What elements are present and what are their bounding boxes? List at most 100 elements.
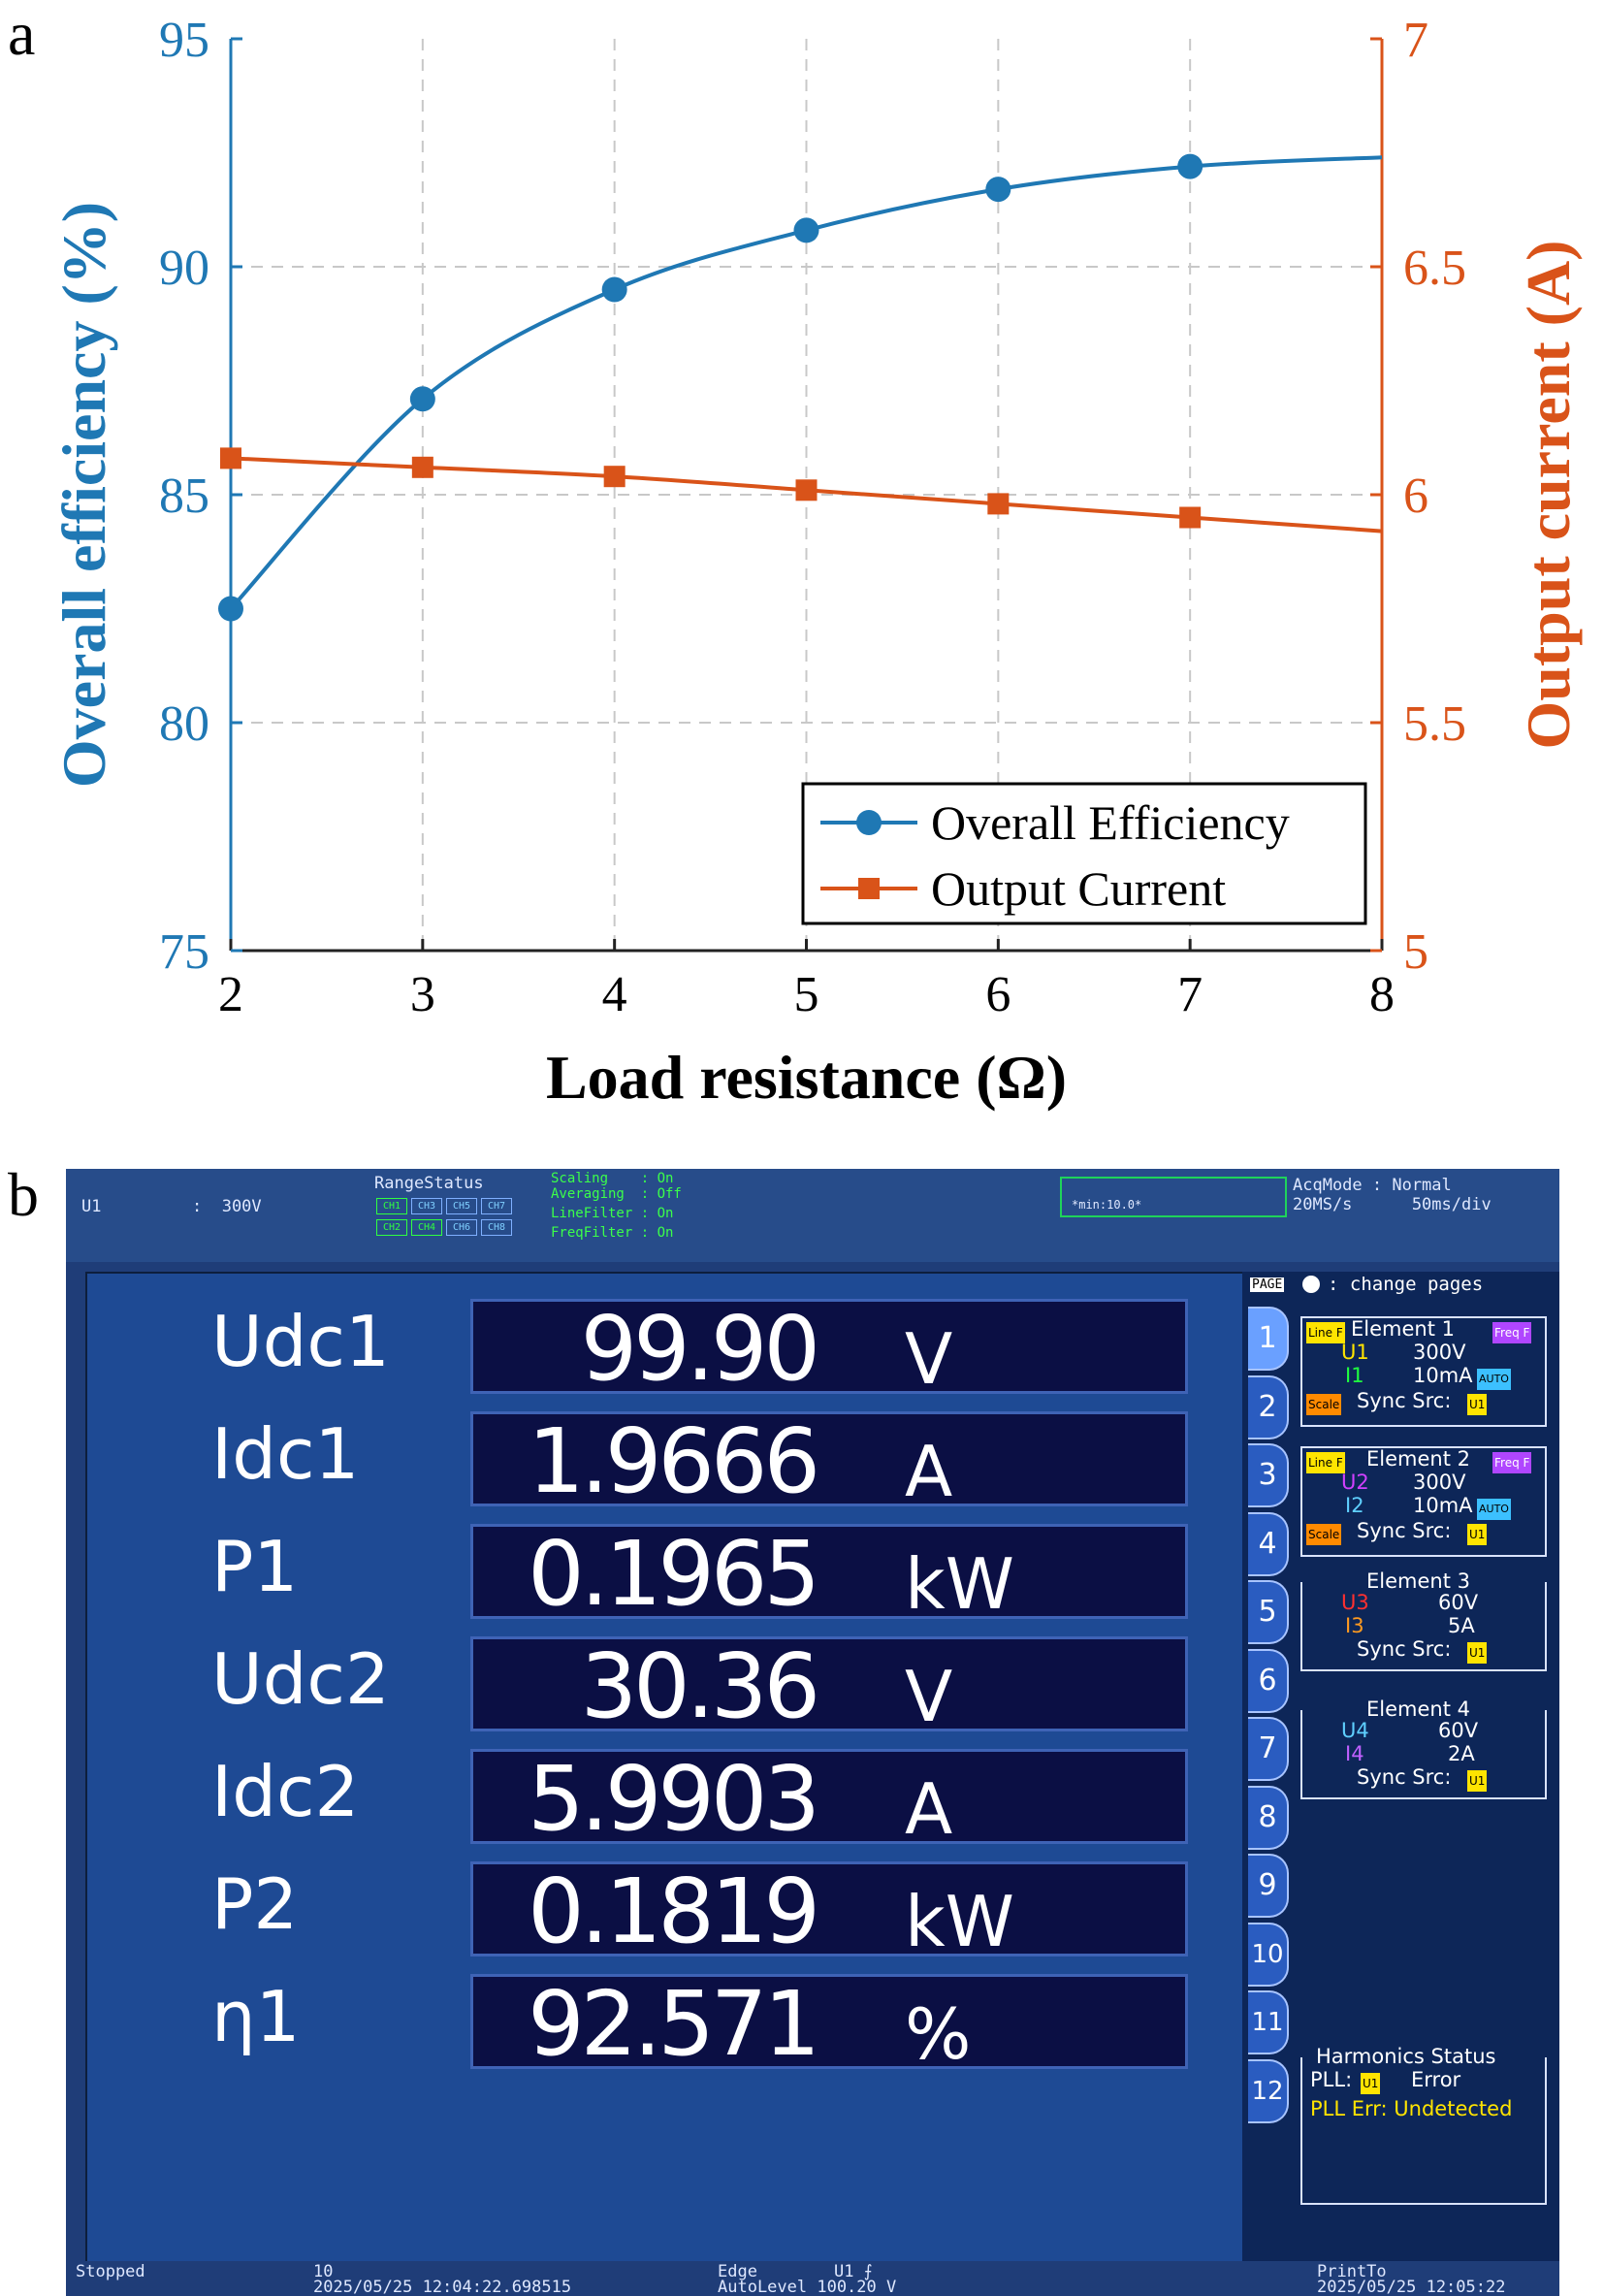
page-tab-6[interactable]: 6: [1248, 1648, 1289, 1713]
left-y-axis-title: Overall efficiency (%): [49, 202, 118, 788]
trigger-level: AutoLevel 100.20 V: [718, 2278, 897, 2296]
measurement-value: 5.9903: [528, 1747, 820, 1851]
page-label: PAGE: [1250, 1277, 1285, 1292]
measurement-value-box: 0.1819 kW: [470, 1859, 1188, 1963]
page-tab-8[interactable]: 8: [1248, 1785, 1289, 1850]
page-tab-4[interactable]: 4: [1248, 1511, 1289, 1576]
element-2-sync: Sync Src:: [1357, 1519, 1452, 1542]
page-tab-12[interactable]: 12: [1248, 2058, 1289, 2123]
legend-marker-current: [858, 878, 880, 899]
ch3-indicator: CH3: [411, 1198, 442, 1214]
ch5-indicator: CH5: [446, 1198, 477, 1214]
current-point: [795, 479, 818, 501]
right-y-tick-label: 6.5: [1403, 241, 1466, 296]
x-axis-title: Load resistance (Ω): [546, 1043, 1067, 1112]
element-4-sync: Sync Src:: [1357, 1765, 1452, 1789]
element-1-u-range: 300V: [1413, 1341, 1466, 1364]
knob-icon: [1302, 1276, 1320, 1293]
measurement-value: 0.1819: [528, 1859, 820, 1963]
measurement-value-box: 1.9666 A: [470, 1411, 1188, 1512]
panel-b-letter: b: [8, 1160, 39, 1229]
element-2-u: U2: [1341, 1471, 1369, 1494]
element-1-sync: Sync Src:: [1357, 1389, 1452, 1412]
sample-rate: 20MS/s 50ms/div: [1293, 1195, 1492, 1214]
legend-marker-efficiency: [856, 810, 882, 835]
page-tab-7[interactable]: 7: [1248, 1717, 1289, 1781]
measurement-unit: kW: [905, 1881, 1014, 1962]
left-y-tick-label: 80: [159, 696, 209, 752]
page-tab-10[interactable]: 10: [1248, 1922, 1289, 1987]
measurement-label: P2: [211, 1863, 299, 1945]
x-tick-label: 6: [985, 967, 1011, 1022]
measurement-value-box: 5.9903 A: [470, 1747, 1188, 1851]
ch2-indicator: CH2: [376, 1219, 407, 1236]
element-4-title: Element 4: [1366, 1698, 1470, 1721]
change-pages-hint: : change pages: [1328, 1274, 1484, 1295]
x-tick-label: 3: [410, 967, 435, 1022]
power-analyzer-screen: U1 : 300V RangeStatus CH1 CH3 CH5 CH7 CH…: [66, 1169, 1559, 2296]
element-2-title: Element 2: [1366, 1447, 1470, 1471]
measurement-value: 92.571: [528, 1972, 820, 2076]
right-y-tick-label: 7: [1403, 13, 1428, 68]
element-3-u: U3: [1341, 1591, 1369, 1614]
measurement-value: 99.90: [580, 1297, 820, 1401]
legend-label-efficiency: Overall Efficiency: [931, 795, 1290, 850]
element-1-scale-tag: Scale: [1306, 1394, 1342, 1415]
measurement-label: η1: [211, 1976, 301, 2057]
x-tick-label: 7: [1177, 967, 1203, 1022]
element-3-title: Element 3: [1366, 1569, 1470, 1593]
legend-box: [801, 782, 1367, 925]
element-2-i-range: 10mA: [1413, 1494, 1473, 1517]
ch4-indicator: CH4: [411, 1219, 442, 1236]
element-3-i-range: 5A: [1448, 1614, 1475, 1637]
harmonics-status-box: Harmonics Status PLL: U1 Error PLL Err: …: [1300, 2046, 1547, 2205]
x-tick-label: 4: [602, 967, 627, 1022]
element-1-i-range: 10mA: [1413, 1364, 1473, 1387]
element-1-auto-tag: AUTO: [1477, 1369, 1511, 1390]
page-tab-1[interactable]: 1: [1248, 1307, 1289, 1371]
min-label: *min:10.0*: [1072, 1198, 1142, 1212]
right-y-tick-label: 5: [1403, 924, 1428, 980]
run-status: Stopped: [76, 2262, 145, 2281]
print-destination: PrintTo: [1317, 2262, 1387, 2281]
x-tick-label: 8: [1369, 967, 1395, 1022]
page-tab-2[interactable]: 2: [1248, 1374, 1289, 1439]
element-2-auto-tag: AUTO: [1477, 1499, 1511, 1520]
page-tab-9[interactable]: 9: [1248, 1854, 1289, 1918]
measurement-unit: kW: [905, 1543, 1014, 1625]
panel-a-letter: a: [8, 0, 36, 68]
page-tab-5[interactable]: 5: [1248, 1580, 1289, 1644]
page-tab-3[interactable]: 3: [1248, 1443, 1289, 1507]
element-3-u-range: 60V: [1438, 1591, 1479, 1614]
efficiency-point: [1177, 153, 1203, 179]
x-tick-label: 2: [218, 967, 243, 1022]
measurement-display: Udc1 99.90 V Idc1 1.9666 A P1 0.1965 kW Udc2 30.36…: [85, 1272, 1246, 2296]
right-y-tick-label: 5.5: [1403, 696, 1466, 752]
efficiency-current-chart: 2 3 4 5 6 7 8 75 80 85 90 95 5 5.5 6 6.5 7 Load resistanc…: [49, 13, 1583, 1112]
measurement-value-box: 30.36 V: [470, 1636, 1188, 1737]
measurement-value: 0.1965: [528, 1522, 820, 1626]
element-4-i: I4: [1345, 1742, 1364, 1765]
page-tab-11[interactable]: 11: [1248, 1990, 1289, 2054]
pll-error: PLL Err: Undetected: [1310, 2097, 1513, 2120]
element-3-box: Element 3 U3 60V I3 5A Sync Src: U1: [1300, 1570, 1547, 1671]
u1-range: : 300V: [192, 1197, 262, 1216]
side-panel: PAGE : change pages 1 2 3 4 5 6 7 8 9 10 11 12 Line…: [1242, 1272, 1559, 2261]
line-filter-status: LineFilter : On: [551, 1206, 674, 1221]
efficiency-point: [793, 217, 819, 243]
left-y-tick-label: 95: [159, 13, 209, 68]
measurement-value-box: 99.90 V: [470, 1297, 1188, 1401]
element-2-u-range: 300V: [1413, 1471, 1466, 1494]
current-point: [411, 456, 433, 478]
pll-source: U1: [1361, 2073, 1381, 2094]
element-1-sync-src: U1: [1467, 1394, 1488, 1415]
pll-state: Error: [1411, 2068, 1461, 2091]
element-1-box: Line F Element 1 Freq F U1 300V I1 10mA …: [1300, 1316, 1547, 1427]
element-3-i: I3: [1345, 1614, 1364, 1637]
element-1-i: I1: [1345, 1364, 1364, 1387]
efficiency-point: [218, 596, 243, 622]
element-2-box: Line F Element 2 Freq F U2 300V I2 10mA …: [1300, 1446, 1547, 1557]
averaging-status: Averaging : Off: [551, 1186, 682, 1202]
current-point: [220, 447, 241, 469]
u1-label: U1: [81, 1197, 102, 1216]
